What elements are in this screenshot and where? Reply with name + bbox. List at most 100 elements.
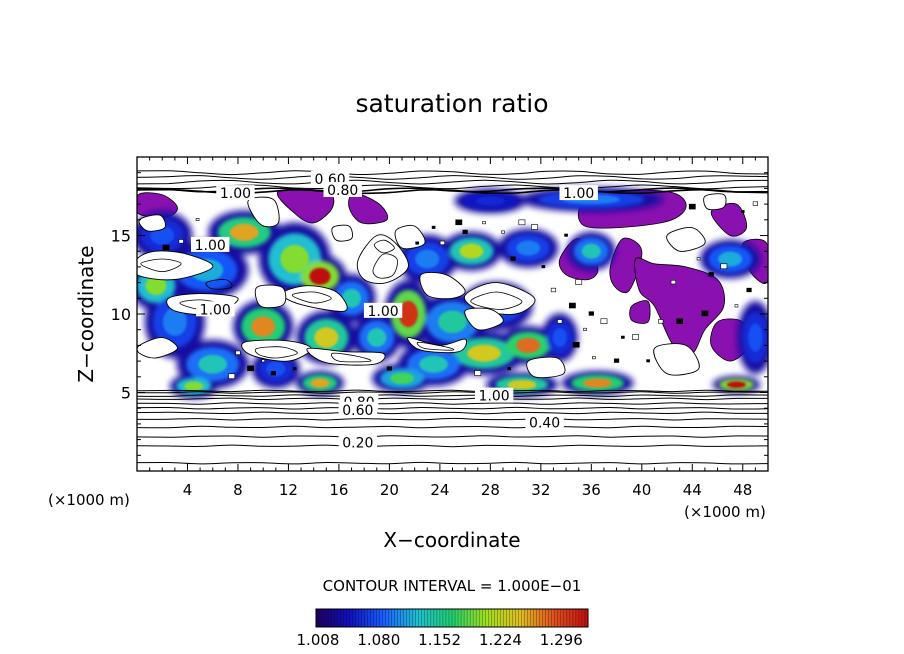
moisture-core [184,381,204,391]
moisture-core [552,328,567,347]
speck [632,334,639,340]
stratified-contour [137,389,768,393]
speck [613,358,620,363]
x-tick-label: 20 [380,481,399,499]
cloud-free-region [464,307,504,331]
cloud-free-region [653,343,700,376]
speck [178,239,184,244]
contour-label-bg [363,302,403,318]
x-tick-label: 8 [233,481,243,499]
moisture-core [145,276,167,296]
speck [670,279,676,285]
speck [592,356,596,360]
x-tick-label: 28 [481,481,500,499]
contour-labels: 0.601.000.801.001.001.001.001.000.800.60… [190,170,598,452]
contour-label-text: 1.00 [479,389,510,405]
contour-label-bg [216,185,255,201]
cloud-free-region [241,339,312,362]
moisture-core [583,378,613,388]
contour-label-text: 0.20 [342,436,373,452]
moisture-core [310,378,330,388]
speck [518,219,526,226]
dry-contour [254,346,298,359]
chart-title: saturation ratio [355,89,548,118]
x-tick-label: 36 [582,481,601,499]
cloud-free-region [703,193,727,211]
speck [658,319,664,324]
moisture-core [516,240,541,256]
moisture-core [726,381,747,388]
moisture-core [198,354,228,374]
y-tick-label: 15 [111,227,131,246]
speck [439,240,446,246]
moisture-core [467,344,501,362]
dry-contour [416,341,455,351]
moisture-core [251,316,276,337]
moisture-core [475,196,505,206]
speck [708,272,714,277]
speck [621,335,625,339]
moisture-core [398,300,418,328]
y-tick-label: 10 [111,305,131,324]
moisture-core [718,251,743,267]
scattered-specks [162,201,758,379]
moisture-core [438,310,467,334]
upper-contour [137,179,768,185]
colorbar-tick-label: 1.008 [297,631,340,649]
speck [507,367,512,371]
contour-label-bg [338,401,378,417]
contour-label: 0.80 [323,181,362,199]
upper-contour [137,174,768,180]
speck [455,219,463,226]
x-axis-ticks: 4 8 12 16 20 24 28 32 36 40 44 48 [149,157,756,499]
x-tick-label: 16 [329,481,348,499]
dry-contour [205,278,233,290]
speck [541,265,546,269]
speck [568,302,576,309]
speck [752,201,758,206]
contour-label-bg [559,185,598,201]
speck [431,225,436,229]
speck [746,287,752,293]
contour-label: 0.20 [338,434,378,452]
moisture-core [229,223,259,241]
contour-interval-note: CONTOUR INTERVAL = 1.000E−01 [323,577,582,595]
moisture-core [314,327,339,348]
stratified-contour [137,406,768,410]
x-tick-label: 12 [279,481,298,499]
cloud-free-region [666,227,706,252]
contour-label: 1.00 [474,387,514,405]
cloud-free-region [306,347,386,366]
x-unit-label: (×1000 m) [684,503,766,521]
speck [696,257,701,261]
moisture-core [162,307,187,336]
stratified-contour [137,417,768,421]
moisture-core [507,379,537,390]
contour-label-text: 1.00 [368,304,399,320]
contour-label: 1.00 [216,185,255,202]
speck [701,310,709,317]
cloud-free-region [137,337,178,359]
cloud-free-region [138,214,166,232]
speck [600,318,608,325]
x-tick-label: 44 [683,481,702,499]
x-tick-label: 4 [183,481,193,499]
stratified-contour [137,461,768,465]
speck [575,279,583,285]
moisture-core [459,243,484,259]
colorbar-tick-label: 1.296 [540,631,583,649]
speck [676,318,684,325]
contour-label-bg [323,181,362,197]
contour-label-text: 1.00 [220,186,251,202]
moisture-core [367,328,387,347]
colorbar-tick-label: 1.080 [357,631,400,649]
speck [270,371,276,376]
colorbar-tick-label: 1.152 [418,631,461,649]
contour-label-bg [338,434,378,450]
x-tick-label: 40 [632,481,651,499]
stratified-contour [137,397,768,401]
moisture-core [341,288,362,308]
y-axis-label: Z−coordinate [74,245,98,382]
